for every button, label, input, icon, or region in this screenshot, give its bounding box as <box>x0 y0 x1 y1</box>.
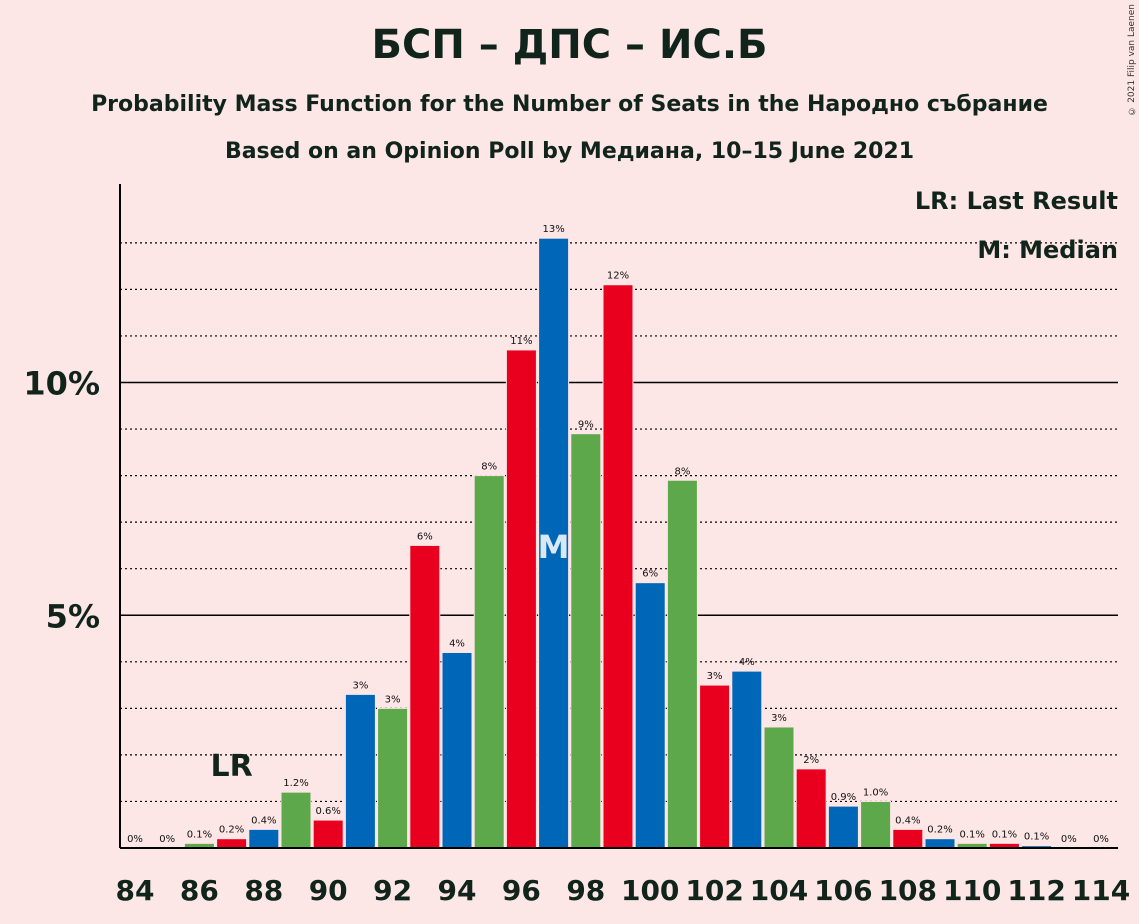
data-label: 0.1% <box>959 829 984 840</box>
bar <box>827 805 859 849</box>
bar <box>570 433 602 849</box>
x-tick-label: 102 <box>685 874 743 907</box>
x-tick-label: 106 <box>814 874 872 907</box>
data-label: 0% <box>1093 834 1109 845</box>
x-tick-label: 100 <box>621 874 679 907</box>
bar <box>409 544 441 849</box>
bar <box>344 693 376 849</box>
legend-median: M: Median <box>977 236 1118 264</box>
x-tick-label: 114 <box>1072 874 1130 907</box>
y-tick-label: 10% <box>23 365 100 403</box>
data-label: 8% <box>674 466 690 477</box>
x-tick-label: 108 <box>879 874 937 907</box>
data-label: 13% <box>542 224 564 235</box>
bar <box>860 800 892 849</box>
data-label: 2% <box>803 755 819 766</box>
chart-title: БСП – ДПС – ИС.Б <box>371 22 768 68</box>
legend-last-result: LR: Last Result <box>915 187 1118 215</box>
data-label: 3% <box>771 713 787 724</box>
bar <box>666 479 698 849</box>
x-tick-label: 110 <box>943 874 1001 907</box>
data-label: 0.4% <box>251 815 276 826</box>
data-label: 9% <box>578 420 594 431</box>
data-label: 0.1% <box>1024 832 1049 843</box>
bar <box>280 791 312 849</box>
data-label: 12% <box>607 271 629 282</box>
data-label: 6% <box>642 569 658 580</box>
data-label: 0.2% <box>219 825 244 836</box>
data-label: 0.4% <box>895 815 920 826</box>
x-tick-label: 90 <box>309 874 348 907</box>
data-label: 3% <box>352 680 368 691</box>
y-tick-label: 5% <box>46 597 100 635</box>
bar <box>377 707 409 849</box>
bar <box>634 582 666 849</box>
data-label: 0.2% <box>927 825 952 836</box>
data-label: 0.9% <box>831 792 856 803</box>
bar <box>312 819 344 849</box>
bar <box>924 838 956 849</box>
bar <box>538 237 570 849</box>
data-label: 0% <box>159 834 175 845</box>
x-tick-label: 104 <box>750 874 808 907</box>
data-label: 8% <box>481 462 497 473</box>
x-tick-label: 112 <box>1007 874 1065 907</box>
bar <box>602 284 634 849</box>
last-result-marker: LR <box>210 749 252 784</box>
bar <box>441 651 473 849</box>
data-label: 1.0% <box>863 787 888 798</box>
x-tick-label: 94 <box>438 874 477 907</box>
data-label: 0% <box>1061 834 1077 845</box>
data-label: 3% <box>707 671 723 682</box>
median-marker: M <box>538 528 570 566</box>
chart-subtitle: Probability Mass Function for the Number… <box>91 92 1048 117</box>
x-tick-label: 98 <box>566 874 605 907</box>
data-label: 3% <box>385 694 401 705</box>
data-label: 0.1% <box>992 829 1017 840</box>
data-label: 6% <box>417 531 433 542</box>
bar <box>699 684 731 849</box>
data-label: 1.2% <box>283 778 308 789</box>
bar <box>731 670 763 849</box>
bar <box>248 828 280 849</box>
bar <box>763 726 795 849</box>
data-label: 11% <box>510 336 532 347</box>
data-label: 4% <box>449 638 465 649</box>
bar <box>216 838 248 849</box>
data-label: 0.6% <box>315 806 340 817</box>
data-label: 4% <box>739 657 755 668</box>
x-tick-label: 86 <box>180 874 219 907</box>
chart-source: Based on an Opinion Poll by Медиана, 10–… <box>224 139 915 164</box>
x-tick-label: 92 <box>373 874 412 907</box>
x-tick-label: 96 <box>502 874 541 907</box>
bar <box>892 828 924 849</box>
bar <box>795 768 827 849</box>
x-tick-label: 84 <box>116 874 155 907</box>
x-tick-label: 88 <box>244 874 283 907</box>
bar <box>473 475 505 849</box>
bar <box>505 349 537 849</box>
data-label: 0.1% <box>187 829 212 840</box>
data-label: 0% <box>127 834 143 845</box>
